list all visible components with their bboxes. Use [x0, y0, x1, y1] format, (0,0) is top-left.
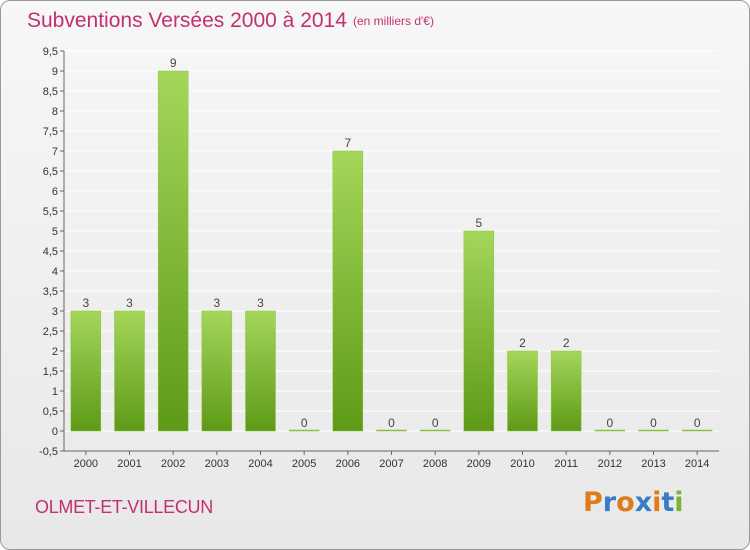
y-tick-label: 9 [52, 66, 58, 78]
x-tick-label-2014: 2014 [685, 458, 709, 470]
y-tick-label: 2 [52, 346, 58, 358]
y-tick-label: 1 [52, 386, 58, 398]
unit-label: (en milliers d'€) [353, 14, 434, 28]
y-tick-label: 1,5 [43, 366, 58, 378]
labels: -0,5 0 0,5 1 1,5 2 2,5 3 3,5 4 4,5 5 5,5 6 6,5 7 7,5 8 8,5… [39, 46, 709, 470]
y-tick-label: 3 [52, 306, 58, 318]
y-tick-label: 0 [52, 426, 58, 438]
data-label-2006: 7 [344, 136, 351, 150]
proxiti-logo: Proxiti [583, 487, 684, 518]
x-tick-label-2012: 2012 [598, 458, 622, 470]
x-tick-label-2002: 2002 [161, 458, 185, 470]
x-tick-label-2010: 2010 [510, 458, 534, 470]
y-tick-label: 8,5 [43, 86, 58, 98]
y-tick-label: 2,5 [43, 326, 58, 338]
data-label-2004: 3 [257, 296, 264, 310]
y-tick-label: -0,5 [39, 446, 58, 458]
bar-2003 [201, 310, 233, 432]
commune-name: OLMET-ET-VILLECUN [35, 497, 213, 517]
x-tick-label-2011: 2011 [554, 458, 578, 470]
y-tick-label: 3,5 [43, 286, 58, 298]
data-label-2013: 0 [650, 416, 657, 430]
y-tick-label: 9,5 [43, 46, 58, 58]
data-label-2003: 3 [213, 296, 220, 310]
x-tick-label-2003: 2003 [205, 458, 229, 470]
y-tick-label: 6 [52, 186, 58, 198]
bar-2008 [419, 429, 451, 432]
x-tick-label-2006: 2006 [336, 458, 360, 470]
bar-2000 [70, 310, 102, 432]
data-label-2014: 0 [694, 416, 701, 430]
y-tick-label: 0,5 [43, 406, 58, 418]
y-tick-label: 8 [52, 106, 58, 118]
bar-2005 [288, 429, 320, 432]
data-label-2010: 2 [519, 336, 526, 350]
data-label-2008: 0 [432, 416, 439, 430]
y-tick-label: 7 [52, 146, 58, 158]
data-label-2005: 0 [301, 416, 308, 430]
data-label-2001: 3 [126, 296, 133, 310]
bar-2010 [507, 350, 538, 432]
bar-2002 [157, 70, 189, 432]
data-label-2007: 0 [388, 416, 395, 430]
data-label-2009: 5 [475, 216, 482, 230]
bars [70, 70, 713, 432]
y-tick-label: 7,5 [43, 126, 58, 138]
y-tick-label: 4,5 [43, 246, 58, 258]
x-tick-label-2013: 2013 [641, 458, 665, 470]
data-label-2012: 0 [606, 416, 613, 430]
y-tick-label: 5,5 [43, 206, 58, 218]
bar-2011 [550, 350, 582, 432]
x-tick-label-2004: 2004 [248, 458, 272, 470]
chart-title: Subventions Versées 2000 à 2014 [27, 9, 347, 32]
bar-2004 [245, 310, 276, 432]
x-tick-label-2005: 2005 [292, 458, 316, 470]
data-label-2011: 2 [563, 336, 570, 350]
bar-2009 [463, 230, 495, 432]
bar-2001 [114, 310, 145, 432]
x-tick-label-2000: 2000 [74, 458, 98, 470]
y-tick-label: 4 [52, 266, 58, 278]
bar-2006 [332, 150, 364, 432]
data-label-2002: 9 [170, 56, 177, 70]
bar-2007 [376, 429, 407, 432]
data-label-2000: 3 [82, 296, 89, 310]
bar-2014 [681, 429, 713, 432]
x-tick-label-2008: 2008 [423, 458, 447, 470]
bar-2013 [638, 429, 669, 432]
x-tick-label-2009: 2009 [467, 458, 491, 470]
y-tick-label: 5 [52, 226, 58, 238]
y-tick-label: 6,5 [43, 166, 58, 178]
x-tick-label-2001: 2001 [117, 458, 141, 470]
x-tick-label-2007: 2007 [379, 458, 403, 470]
bar-2012 [594, 429, 626, 432]
axes [60, 50, 719, 455]
